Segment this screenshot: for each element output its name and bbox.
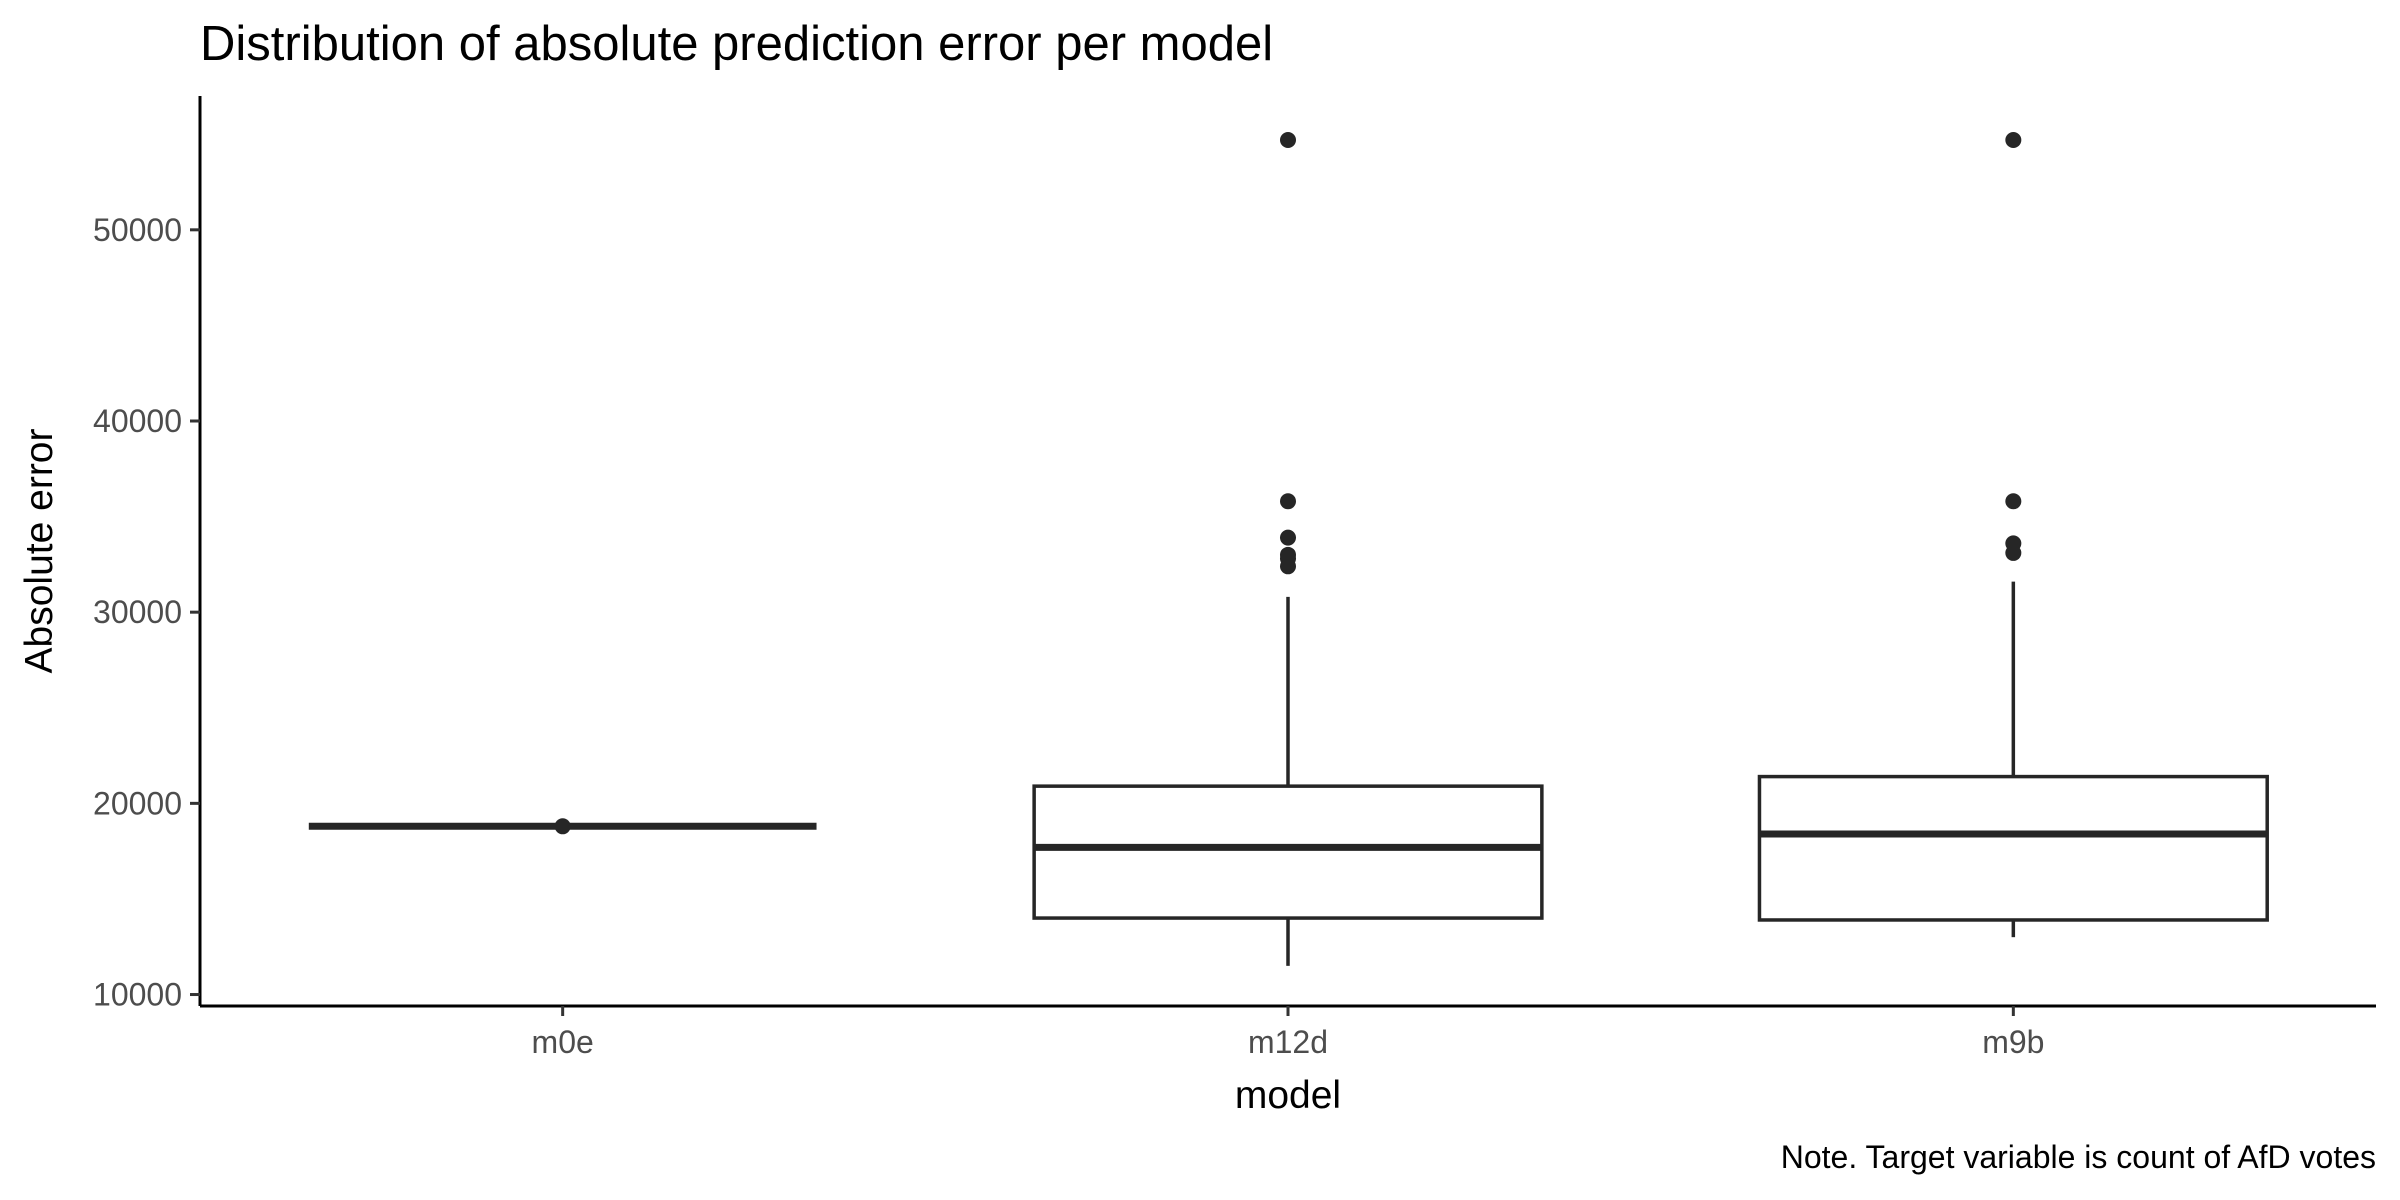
- outlier-point: [2005, 493, 2022, 510]
- y-axis-ticks: 10000 20000 30000 40000 50000: [93, 212, 200, 1013]
- y-axis-title: Absolute error: [18, 429, 61, 674]
- x-axis-ticks: m0e m12d m9b: [532, 1006, 2044, 1060]
- boxplot-m0e: [308, 818, 817, 835]
- box-iqr: [1757, 774, 2269, 922]
- box-iqr: [1032, 784, 1544, 920]
- x-axis-title: model: [1235, 1074, 1341, 1117]
- x-tick-label: m0e: [532, 1024, 594, 1060]
- boxplot-m9b: [1757, 131, 2269, 938]
- outlier-point: [1280, 546, 1296, 563]
- y-tick-label: 50000: [93, 212, 182, 248]
- x-tick-label: m12d: [1248, 1024, 1328, 1060]
- outlier-point: [554, 818, 571, 835]
- y-tick-label: 20000: [93, 785, 182, 821]
- y-tick-label: 10000: [93, 977, 182, 1013]
- outlier-point: [1280, 529, 1296, 546]
- x-tick-label: m9b: [1982, 1024, 2044, 1060]
- y-tick-label: 30000: [93, 594, 182, 630]
- boxplot-m12d: [1032, 131, 1544, 966]
- outlier-point: [1280, 493, 1296, 510]
- y-tick-label: 40000: [93, 403, 182, 439]
- chart-caption: Note. Target variable is count of AfD vo…: [1781, 1139, 2376, 1175]
- outlier-point: [1280, 131, 1296, 148]
- plot-area: [308, 131, 2269, 966]
- outlier-point: [2005, 131, 2022, 148]
- outlier-point: [2005, 535, 2022, 552]
- chart-title: Distribution of absolute prediction erro…: [200, 17, 1273, 71]
